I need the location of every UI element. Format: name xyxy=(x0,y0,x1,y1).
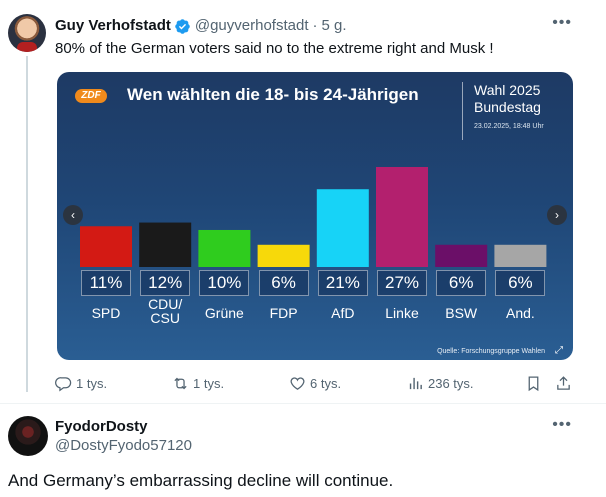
bar-2 xyxy=(198,229,251,267)
election-subtitle: Bundestag xyxy=(474,99,541,115)
data-label: 10% xyxy=(199,270,250,296)
category-label: AfD xyxy=(331,305,355,321)
bar-chart xyxy=(80,167,547,267)
views-button[interactable]: 236 tys. xyxy=(407,373,474,393)
source-note: Quelle: Forschungsgruppe Wahlen xyxy=(437,348,545,355)
retweet-icon xyxy=(174,377,187,389)
author-name[interactable]: Guy Verhofstadt xyxy=(55,17,171,34)
more-horizontal-icon[interactable]: ••• xyxy=(552,14,572,31)
reply-author-name[interactable]: FyodorDosty xyxy=(55,418,148,435)
data-label: 6% xyxy=(436,270,487,296)
reply-avatar[interactable] xyxy=(8,416,48,456)
category-label: SPD xyxy=(91,305,121,321)
election-label: Wahl 2025 xyxy=(474,82,541,98)
bar-1 xyxy=(139,222,192,267)
more-horizontal-icon[interactable]: ••• xyxy=(552,416,572,433)
tweet-header: Guy Verhofstadt @guyverhofstadt · 5 g. xyxy=(55,16,347,36)
category-label: CDU/ CSU xyxy=(148,296,183,326)
title-divider xyxy=(462,82,463,140)
thread-line xyxy=(26,56,28,392)
reply-icon xyxy=(55,376,72,391)
like-button[interactable]: 6 tys. xyxy=(289,373,341,393)
election-date: 23.02.2025, 18:48 Uhr xyxy=(474,123,544,130)
verified-badge-icon xyxy=(175,18,190,34)
category-label: FDP xyxy=(269,305,298,321)
share-icon xyxy=(557,375,570,390)
category-label: BSW xyxy=(445,305,478,321)
views-icon xyxy=(409,377,422,389)
data-label: 6% xyxy=(258,270,309,296)
bookmark-icon xyxy=(528,375,539,391)
data-label: 27% xyxy=(377,270,427,296)
bar-5 xyxy=(376,167,428,267)
author-handle[interactable]: @guyverhofstadt xyxy=(194,17,309,34)
bar-4 xyxy=(316,189,369,267)
expand-icon[interactable]: ⤢ xyxy=(555,345,563,356)
bar-7 xyxy=(494,244,547,267)
chevron-left-icon[interactable]: ‹ xyxy=(63,205,83,225)
divider xyxy=(0,403,606,404)
retweet-count: 1 tys. xyxy=(193,375,225,391)
data-label: 21% xyxy=(317,270,368,296)
views-count: 236 tys. xyxy=(428,375,474,391)
reply-author-handle[interactable]: @DostyFyodo57120 xyxy=(55,437,192,454)
category-label: Grüne xyxy=(204,305,244,321)
category-label: Linke xyxy=(385,305,419,321)
tweet-time[interactable]: 5 g. xyxy=(321,17,347,34)
heart-icon xyxy=(290,376,305,390)
reply-text: And Germany’s embarrassing decline will … xyxy=(8,471,394,490)
reply-button[interactable]: 1 tys. xyxy=(55,373,107,393)
separator-dot: · xyxy=(312,17,318,34)
share-button[interactable] xyxy=(555,373,572,393)
data-label: 6% xyxy=(495,270,546,296)
avatar[interactable] xyxy=(8,14,46,52)
bar-0 xyxy=(80,226,132,267)
tweet-actions: 1 tys. 1 tys. 6 tys. 236 tys. xyxy=(55,373,575,393)
data-label: 12% xyxy=(140,270,191,296)
chart-title: Wen wählten die 18- bis 24-Jährigen xyxy=(127,85,419,104)
retweet-button[interactable]: 1 tys. xyxy=(172,373,224,393)
data-label: 11% xyxy=(81,270,131,296)
bar-3 xyxy=(257,244,310,267)
reply-count: 1 tys. xyxy=(76,375,108,391)
chevron-right-icon[interactable]: › xyxy=(547,205,567,225)
category-label: And. xyxy=(505,305,535,321)
media-image[interactable]: ZDF Wen wählten die 18- bis 24-Jährigen … xyxy=(57,72,573,360)
bar-6 xyxy=(435,244,488,267)
like-count: 6 tys. xyxy=(310,375,342,391)
zdf-logo: ZDF xyxy=(75,89,107,103)
bookmark-button[interactable] xyxy=(525,373,542,393)
tweet-text: 80% of the German voters said no to the … xyxy=(55,40,494,57)
